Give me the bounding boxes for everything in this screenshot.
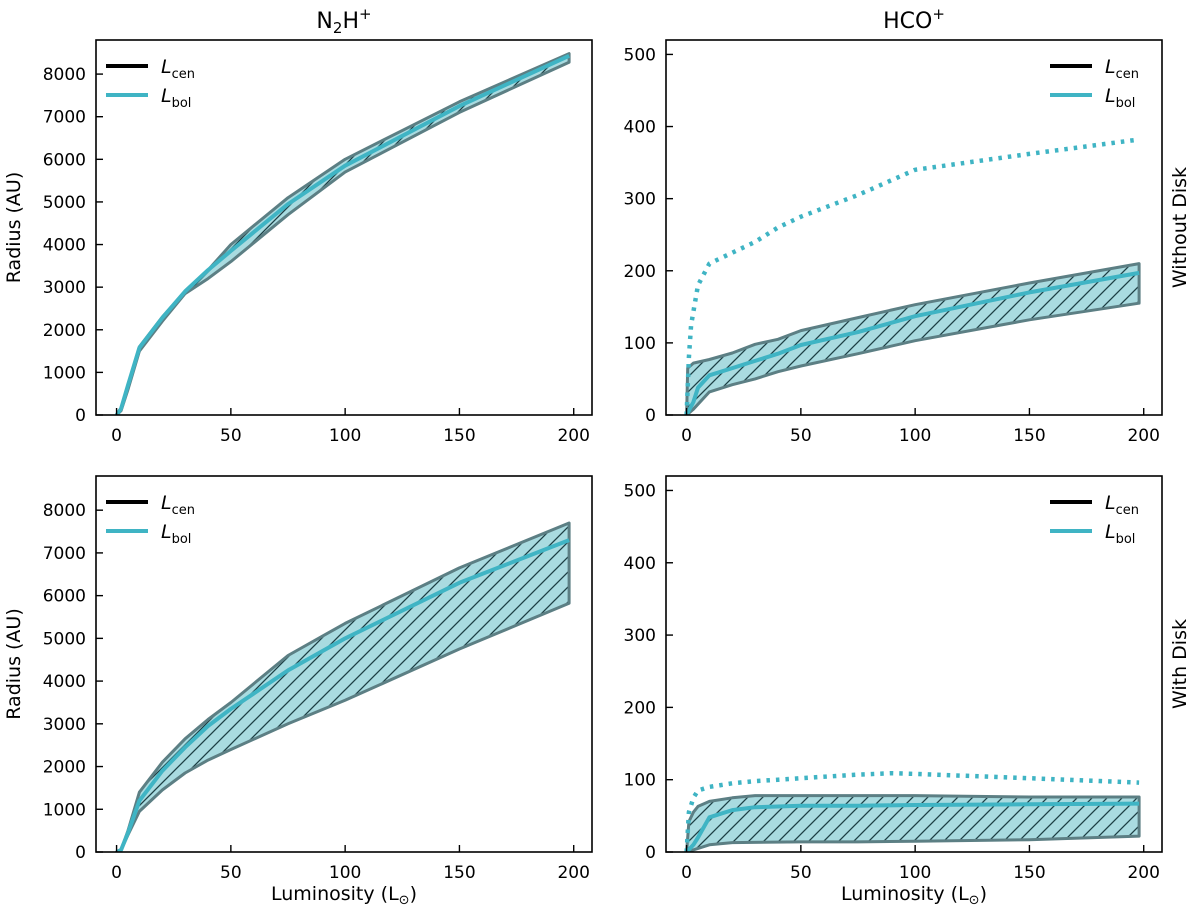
series-L_bol-line <box>114 53 570 415</box>
plot-area <box>114 52 571 415</box>
y-tick-label: 7000 <box>43 108 86 128</box>
uncertainty-band <box>685 262 1141 415</box>
legend-cen-label: Lcen <box>1105 56 1139 82</box>
y-tick-label: 100 <box>624 334 656 354</box>
y-axis-label: Radius (AU) <box>3 608 25 719</box>
column-title-1: N2H+ <box>316 5 371 37</box>
series-L_bol-line <box>684 270 1140 415</box>
legend-bol-label: Lbol <box>1105 85 1135 111</box>
y-tick-label: 1000 <box>43 800 86 820</box>
series-L_bol-line <box>115 538 570 852</box>
legend-cen-label: Lcen <box>161 56 195 82</box>
panel-3: 0 50 100 150 2000100020003000400050006000700… <box>3 475 593 908</box>
y-tick-label: 0 <box>75 406 86 426</box>
column-title-2: HCO+ <box>883 5 945 34</box>
panel-1: 0 50 100 150 2000100020003000400050006000700… <box>3 39 593 446</box>
y-tick-label: 500 <box>624 45 656 65</box>
legend-bol-label: Lbol <box>161 521 191 547</box>
y-tick-label: 7000 <box>43 544 86 564</box>
y-tick-label: 5000 <box>43 629 86 649</box>
x-tick-label: 0 <box>681 426 692 446</box>
x-tick-label: 0 <box>111 863 122 883</box>
panel-4: 0 50 100 150 200 0 100 200 300 400 500 Lcen Lbol Lumi… <box>624 475 1191 908</box>
y-tick-label: 8000 <box>43 65 86 85</box>
x-tick-label: 200 <box>1127 863 1159 883</box>
row-label: Without Disk <box>1169 167 1191 288</box>
y-tick-label: 0 <box>75 843 86 863</box>
x-tick-label: 50 <box>790 426 812 446</box>
x-tick-label: 50 <box>220 863 242 883</box>
y-tick-label: 8000 <box>43 501 86 521</box>
uncertainty-band <box>685 794 1141 852</box>
y-tick-label: 4000 <box>43 672 86 692</box>
y-tick-label: 2000 <box>43 758 86 778</box>
axes-frame <box>95 39 593 416</box>
y-tick-label: 6000 <box>43 150 86 170</box>
plot-area <box>115 521 571 852</box>
y-tick-label: 4000 <box>43 236 86 256</box>
y-tick-label: 400 <box>624 554 656 574</box>
x-tick-label: 100 <box>899 863 931 883</box>
x-tick-label: 100 <box>329 426 361 446</box>
plot-area <box>684 137 1141 415</box>
x-tick-label: 0 <box>111 426 122 446</box>
x-tick-label: 150 <box>443 863 475 883</box>
panel-2: 0 50 100 150 200 0 100 200 300 400 500 Lcen Lbol With… <box>624 39 1191 446</box>
y-tick-label: 2000 <box>43 321 86 341</box>
x-tick-label: 100 <box>899 426 931 446</box>
uncertainty-band <box>115 521 571 852</box>
y-tick-label: 0 <box>645 843 656 863</box>
y-tick-label: 1000 <box>43 363 86 383</box>
legend-cen-label: Lcen <box>1105 492 1139 518</box>
dotted-series-line <box>684 770 1140 852</box>
y-tick-label: 500 <box>624 481 656 501</box>
x-tick-label: 200 <box>1127 426 1159 446</box>
y-axis-label: Radius (AU) <box>3 172 25 283</box>
x-tick-label: 150 <box>443 426 475 446</box>
legend-cen-label: Lcen <box>161 492 195 518</box>
x-axis-label: Luminosity (L⊙) <box>841 883 987 908</box>
x-tick-label: 200 <box>557 863 589 883</box>
x-axis-label: Luminosity (L⊙) <box>271 883 417 908</box>
axes-frame <box>665 39 1163 416</box>
row-label: With Disk <box>1169 619 1191 709</box>
x-tick-label: 150 <box>1013 426 1045 446</box>
legend-bol-label: Lbol <box>1105 521 1135 547</box>
x-tick-label: 150 <box>1013 863 1045 883</box>
y-tick-label: 300 <box>624 190 656 210</box>
dotted-series-line <box>684 137 1140 415</box>
x-tick-label: 50 <box>220 426 242 446</box>
y-tick-label: 400 <box>624 118 656 138</box>
x-tick-label: 50 <box>790 863 812 883</box>
y-tick-label: 0 <box>645 406 656 426</box>
y-tick-label: 200 <box>624 698 656 718</box>
y-tick-label: 6000 <box>43 587 86 607</box>
y-tick-label: 100 <box>624 771 656 791</box>
x-tick-label: 200 <box>557 426 589 446</box>
y-tick-label: 3000 <box>43 278 86 298</box>
axes-frame <box>665 475 1163 853</box>
plot-area <box>684 770 1141 852</box>
y-tick-label: 3000 <box>43 715 86 735</box>
axes-frame <box>95 475 593 853</box>
legend-bol-label: Lbol <box>161 85 191 111</box>
x-tick-label: 100 <box>329 863 361 883</box>
series-L_bol-line <box>685 801 1140 852</box>
y-tick-label: 200 <box>624 262 656 282</box>
y-tick-label: 5000 <box>43 193 86 213</box>
x-tick-label: 0 <box>681 863 692 883</box>
y-tick-label: 300 <box>624 626 656 646</box>
